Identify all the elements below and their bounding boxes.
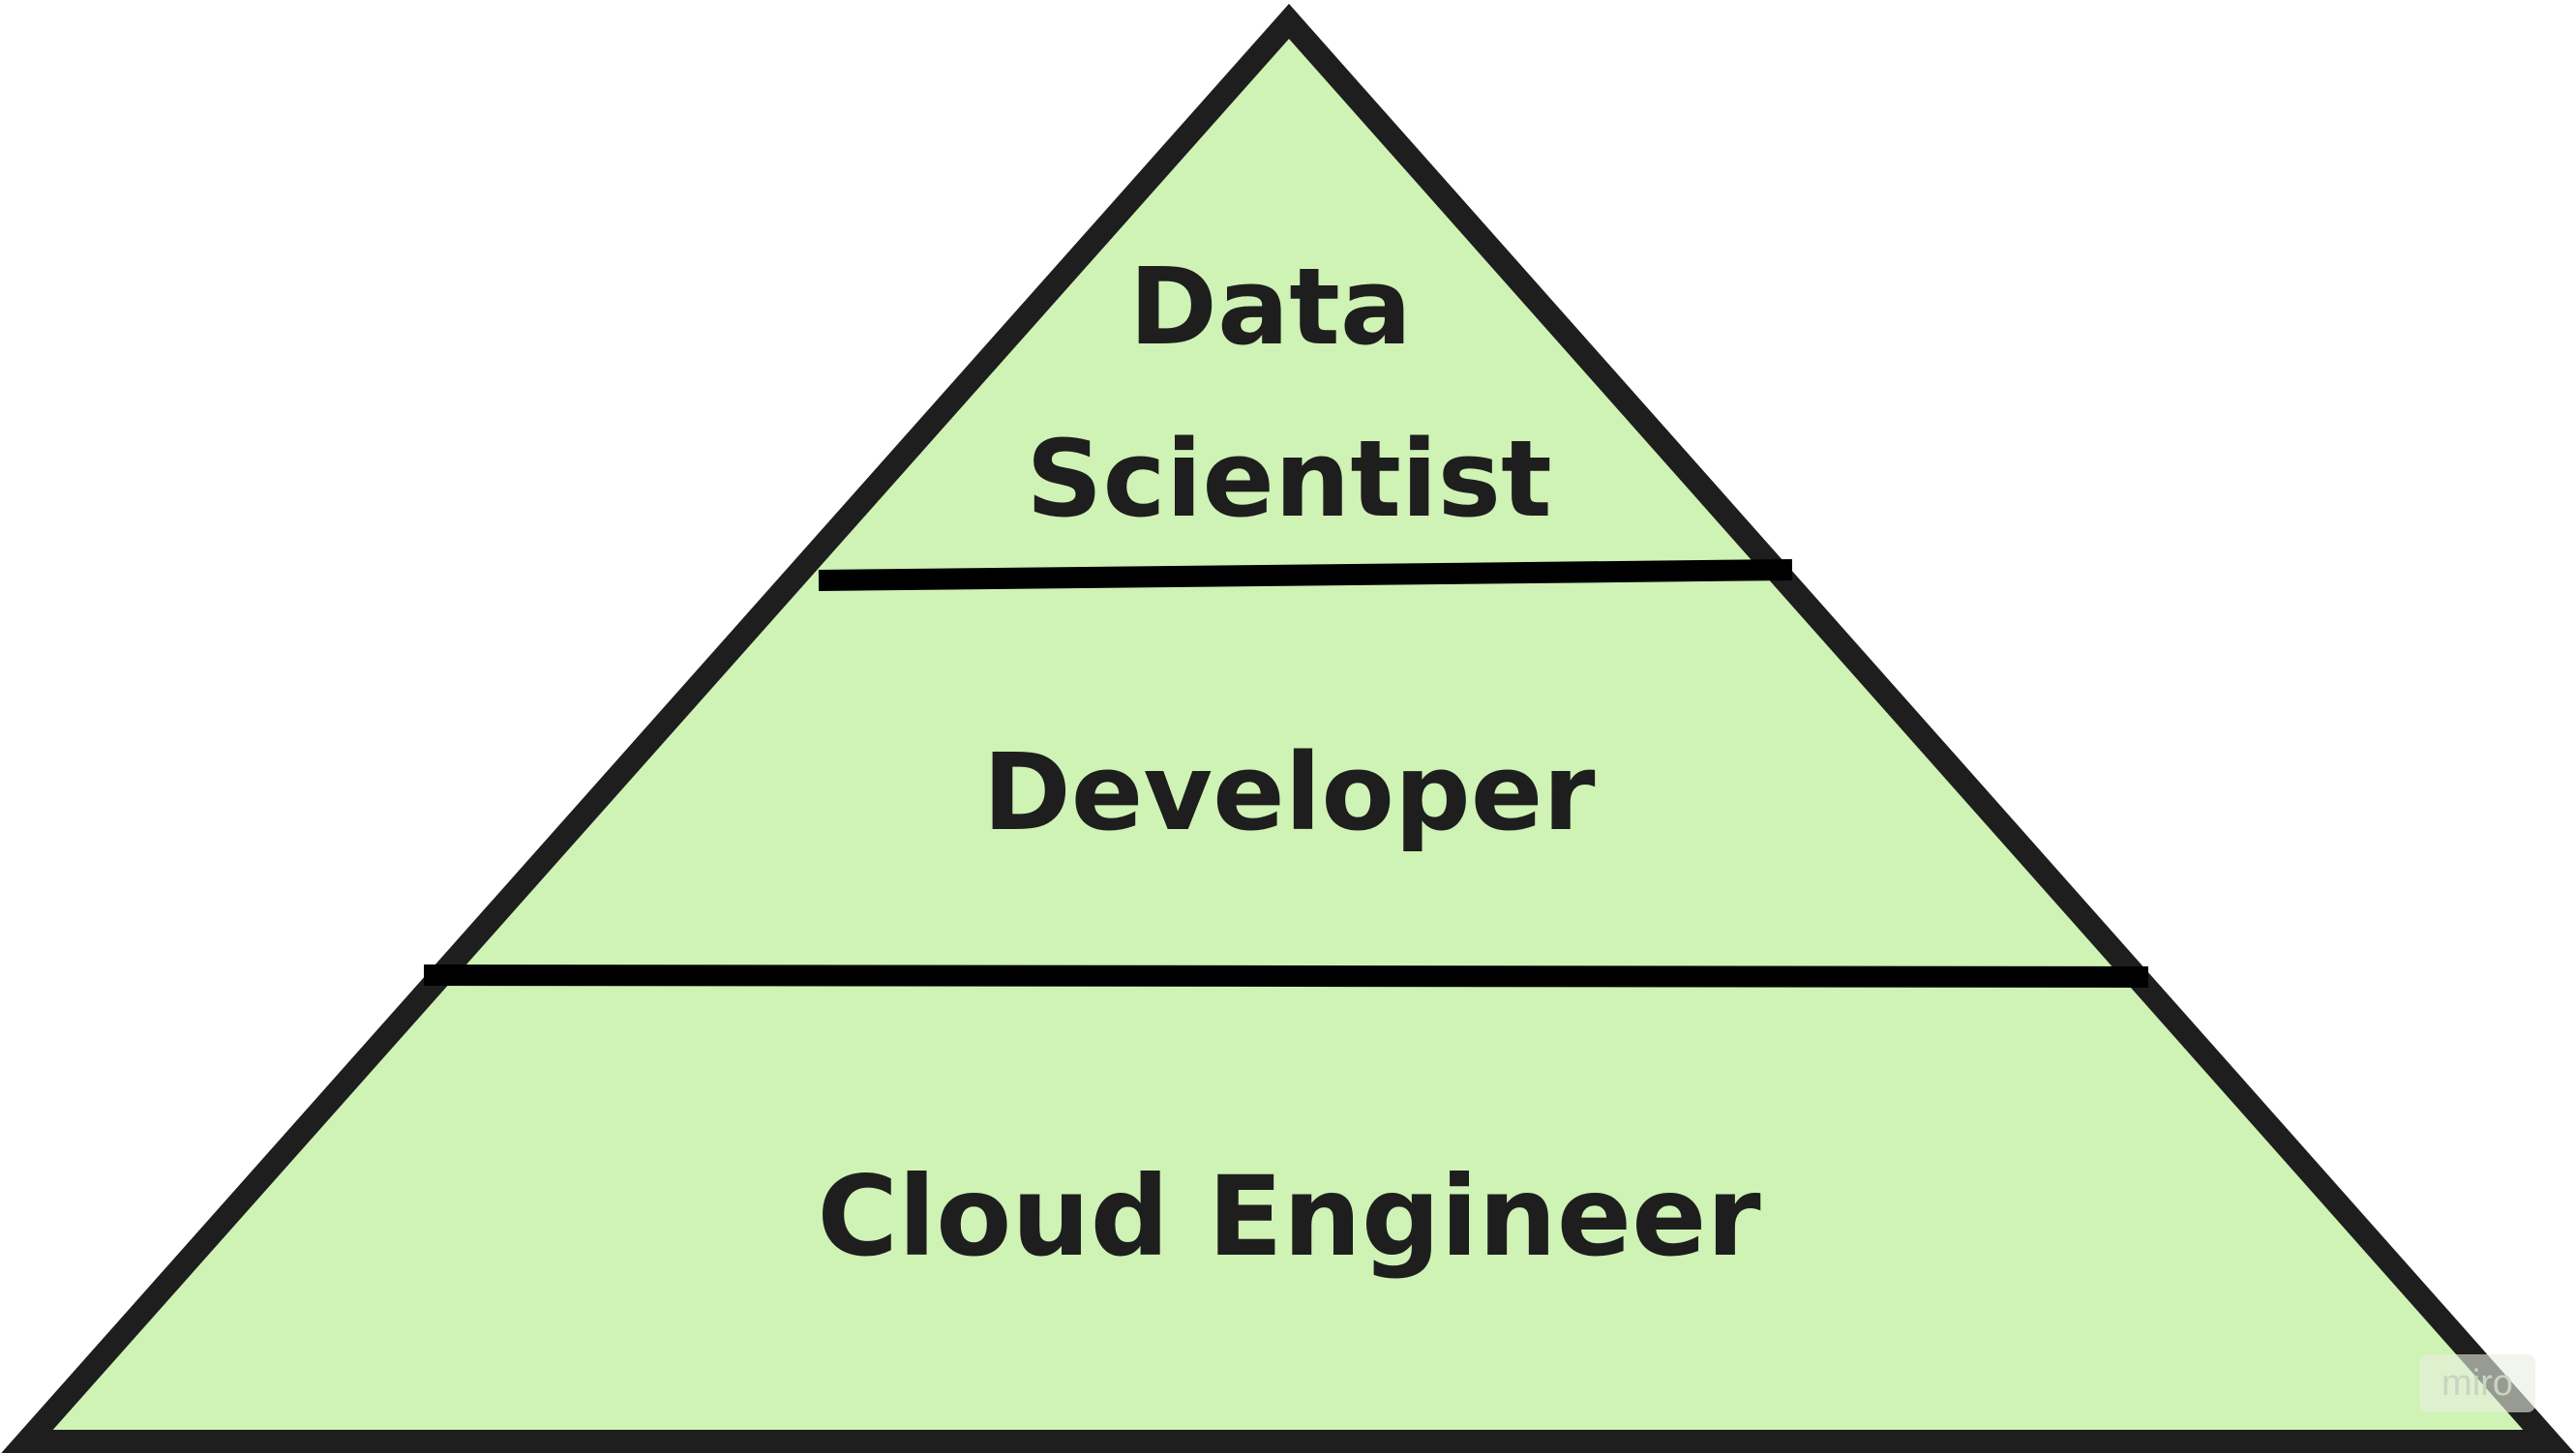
- tier-label-cloud-engineer: Cloud Engineer: [817, 1152, 1760, 1281]
- divider-bottom: [423, 964, 2149, 988]
- tier-label-line: Data: [1129, 245, 1412, 369]
- tier-label-line: Scientist: [1026, 417, 1551, 541]
- divider-top: [818, 559, 1793, 591]
- watermark-logo: miro: [2441, 1363, 2513, 1404]
- tier-label-developer: Developer: [982, 730, 1595, 854]
- watermark-badge: [2419, 1354, 2535, 1412]
- pyramid-triangle: [1, 3, 2575, 1453]
- tier-label-data-scientist: Data Scientist: [1026, 245, 1551, 541]
